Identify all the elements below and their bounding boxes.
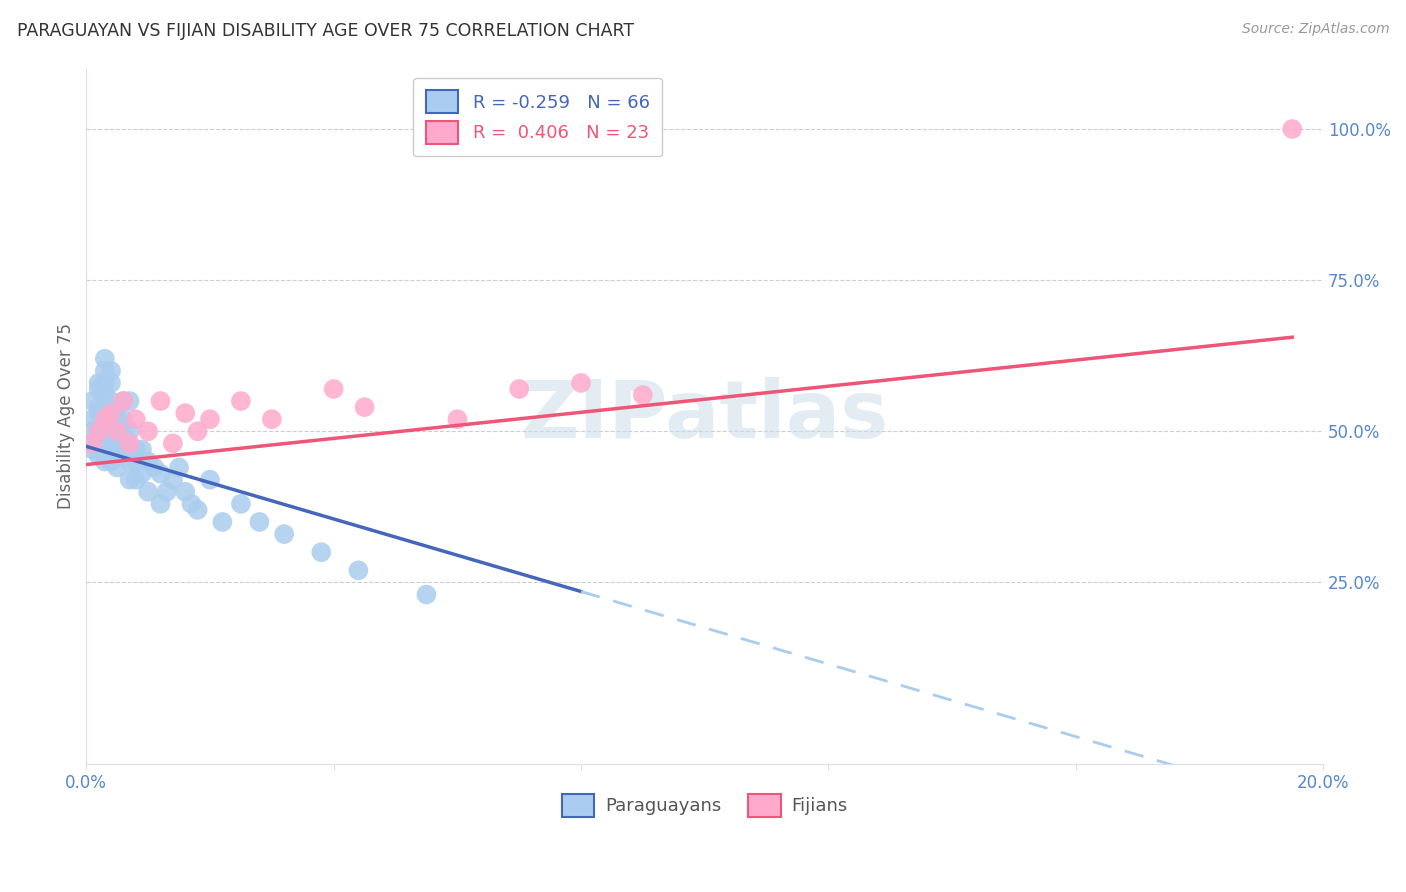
Point [112,394,135,409]
Point [118,436,141,450]
Point [87,425,110,439]
Point [131,467,153,481]
Point [249,515,271,529]
Point [112,394,135,409]
Point [94,412,117,426]
Point [260,412,283,426]
Point [156,484,179,499]
Point [311,545,333,559]
Point [229,394,252,409]
Point [94,376,117,390]
Point [174,406,197,420]
Point [87,400,110,414]
Point [87,425,110,439]
Point [353,400,375,414]
Point [105,425,128,439]
Point [82,394,104,409]
Point [167,460,190,475]
Point [94,425,117,439]
Point [149,497,172,511]
Point [112,412,135,426]
Point [112,442,135,457]
Point [82,436,104,450]
Point [569,376,592,390]
Point [273,527,295,541]
Point [211,515,233,529]
Point [94,351,117,366]
Point [118,454,141,468]
Point [125,412,148,426]
Point [94,412,117,426]
Point [87,406,110,420]
Point [125,473,148,487]
Point [125,454,148,468]
Point [112,436,135,450]
Legend: Paraguayans, Fijians: Paraguayans, Fijians [554,787,855,824]
Point [87,382,110,396]
Point [82,425,104,439]
Point [105,460,128,475]
Point [131,442,153,457]
Point [94,388,117,402]
Point [100,454,122,468]
Point [105,412,128,426]
Point [446,412,468,426]
Point [1281,122,1303,136]
Point [118,473,141,487]
Point [162,436,184,450]
Point [82,436,104,450]
Point [174,484,197,499]
Point [100,376,122,390]
Text: PARAGUAYAN VS FIJIAN DISABILITY AGE OVER 75 CORRELATION CHART: PARAGUAYAN VS FIJIAN DISABILITY AGE OVER… [17,22,634,40]
Point [100,364,122,378]
Point [87,376,110,390]
Point [187,503,209,517]
Point [94,364,117,378]
Point [82,412,104,426]
Point [87,449,110,463]
Point [100,425,122,439]
Text: Source: ZipAtlas.com: Source: ZipAtlas.com [1241,22,1389,37]
Point [136,484,159,499]
Point [125,442,148,457]
Point [415,588,437,602]
Point [631,388,654,402]
Point [347,563,370,577]
Point [112,425,135,439]
Point [187,425,209,439]
Point [105,425,128,439]
Point [229,497,252,511]
Point [82,442,104,457]
Text: ZIPatlas: ZIPatlas [520,377,889,455]
Point [322,382,344,396]
Point [87,430,110,444]
Y-axis label: Disability Age Over 75: Disability Age Over 75 [58,323,75,509]
Point [508,382,530,396]
Point [100,406,122,420]
Point [105,400,128,414]
Point [136,425,159,439]
Point [162,473,184,487]
Point [136,454,159,468]
Point [100,394,122,409]
Point [143,460,166,475]
Point [198,473,221,487]
Point [100,436,122,450]
Point [94,454,117,468]
Point [180,497,202,511]
Point [105,449,128,463]
Point [149,467,172,481]
Point [198,412,221,426]
Point [105,436,128,450]
Point [100,412,122,426]
Point [118,394,141,409]
Point [149,394,172,409]
Point [118,425,141,439]
Point [94,436,117,450]
